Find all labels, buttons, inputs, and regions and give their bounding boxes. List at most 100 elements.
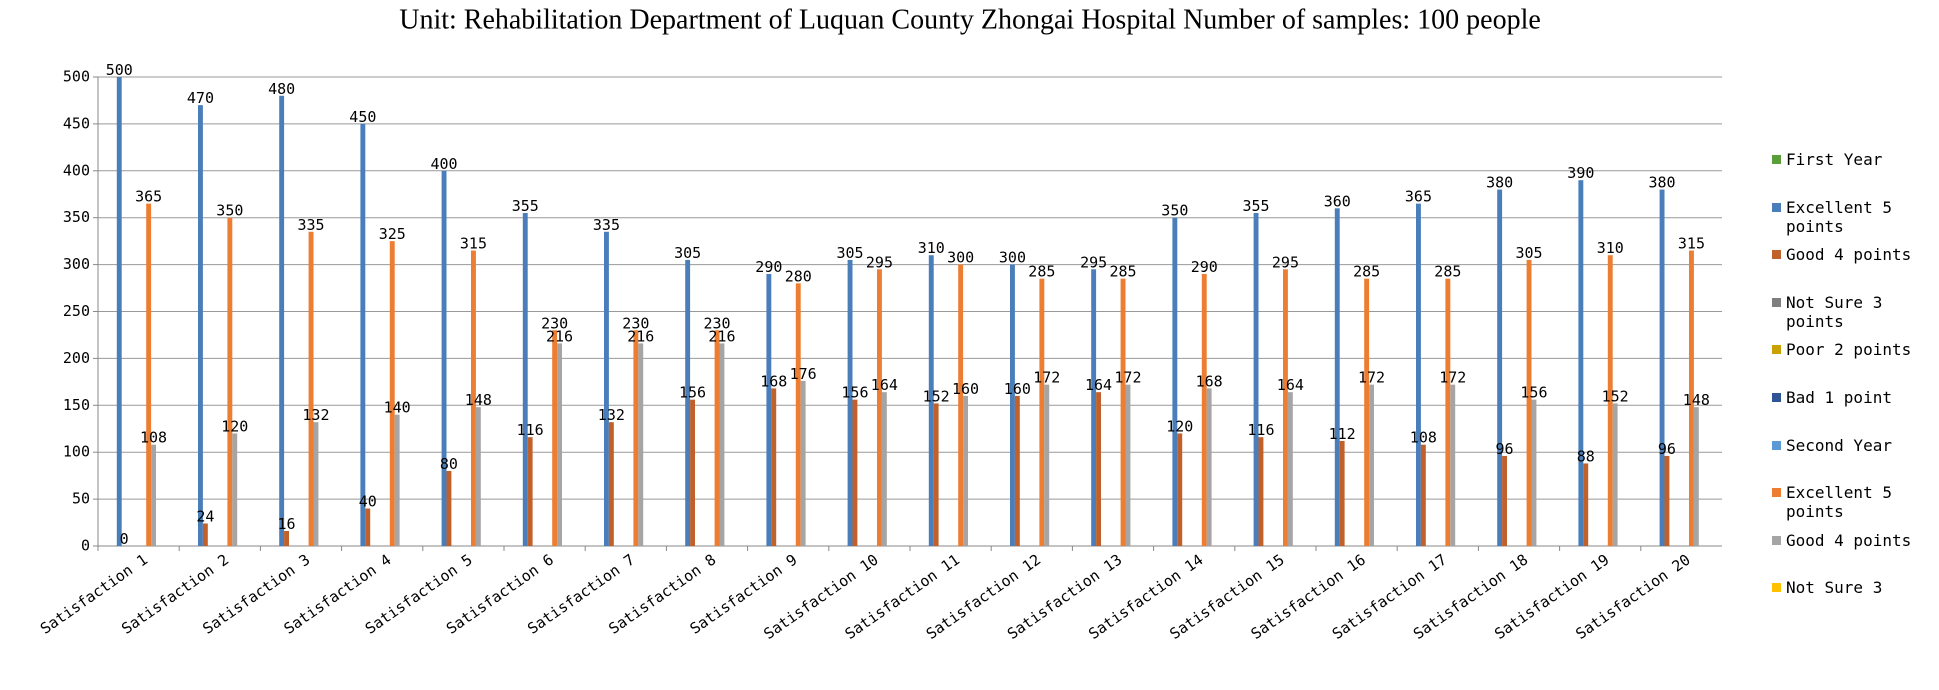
bar [714, 330, 720, 546]
data-label: 310 [918, 239, 945, 257]
bar [928, 255, 934, 546]
bar [1258, 437, 1264, 546]
legend-item: Bad 1 point [1772, 388, 1937, 407]
legend-label: First Year [1786, 150, 1883, 169]
bar [1445, 278, 1451, 546]
data-label: 305 [1516, 244, 1543, 262]
legend-item: Not Sure 3 [1772, 578, 1937, 597]
data-label: 335 [298, 216, 325, 234]
data-label: 116 [517, 421, 544, 439]
data-label: 290 [1191, 258, 1218, 276]
data-label: 290 [755, 258, 782, 276]
bar [394, 414, 400, 546]
bar [475, 407, 481, 546]
y-tick-label: 400 [63, 161, 90, 179]
data-label: 380 [1486, 174, 1513, 192]
legend-label: Good 4 points [1786, 245, 1912, 265]
bar [1014, 395, 1020, 546]
bar [771, 388, 777, 546]
data-label: 300 [999, 249, 1026, 267]
bar [527, 437, 533, 546]
data-label: 360 [1324, 192, 1351, 210]
y-tick-label: 150 [63, 396, 90, 414]
data-label: 355 [512, 197, 539, 215]
bar [557, 343, 562, 546]
y-tick-label: 200 [63, 349, 90, 367]
data-label: 470 [187, 89, 214, 107]
data-label: 132 [598, 406, 625, 424]
data-label: 80 [440, 455, 458, 473]
data-label: 108 [1410, 429, 1437, 447]
bar [608, 422, 614, 546]
y-tick-label: 450 [63, 114, 90, 132]
data-label: 152 [923, 387, 950, 405]
legend-swatch [1772, 535, 1781, 545]
data-label: 96 [1658, 440, 1676, 458]
legend-swatch [1772, 202, 1781, 212]
bar [963, 395, 968, 546]
bar [1044, 384, 1050, 546]
legend-item: Good 4 points [1772, 531, 1937, 550]
bar [1253, 213, 1259, 546]
data-label: 132 [302, 406, 329, 424]
data-label: 500 [106, 61, 133, 79]
y-tick-label: 500 [63, 68, 90, 86]
data-label: 285 [1028, 263, 1055, 281]
bar [284, 530, 289, 546]
bar [933, 403, 939, 546]
data-label: 216 [708, 327, 735, 345]
data-label: 164 [871, 376, 898, 394]
data-label: 168 [760, 372, 787, 390]
data-label: 172 [1358, 369, 1385, 387]
data-label: 148 [1683, 391, 1710, 409]
data-label: 172 [1439, 369, 1466, 387]
data-label: 350 [1161, 202, 1188, 220]
legend-item: First Year [1772, 150, 1937, 169]
data-label: 305 [837, 244, 864, 262]
data-label: 355 [1243, 197, 1270, 215]
bar [1693, 407, 1699, 546]
data-label: 295 [1080, 253, 1107, 271]
bar [151, 444, 156, 546]
legend-item: Poor 2 points [1772, 340, 1937, 359]
bar [1172, 217, 1178, 546]
bar [1010, 264, 1015, 546]
data-label: 172 [1033, 369, 1060, 387]
bar [522, 213, 528, 546]
bar [800, 380, 806, 546]
chart-title: Unit: Rehabilitation Department of Luqua… [399, 4, 1541, 35]
bar [638, 343, 644, 546]
data-label: 335 [593, 216, 620, 234]
bar [1287, 392, 1293, 546]
data-label: 156 [841, 384, 868, 402]
legend-label: Excellent 5 points [1786, 483, 1892, 522]
bar [227, 217, 233, 546]
bar [1607, 255, 1613, 546]
bar [1420, 444, 1426, 546]
bar [1416, 203, 1421, 546]
bar [1450, 384, 1456, 546]
bar [1689, 250, 1694, 546]
bar [1664, 455, 1670, 546]
data-label: 164 [1085, 376, 1112, 394]
data-label: 216 [627, 327, 654, 345]
data-label: 350 [216, 202, 243, 220]
legend-item: Second Year [1772, 436, 1937, 455]
data-label: 164 [1277, 376, 1304, 394]
legend-label: Good 4 points [1786, 530, 1912, 550]
bar [1334, 208, 1340, 546]
bar [1364, 278, 1370, 546]
legend-item: Excellent 5 points [1772, 483, 1937, 521]
bar [202, 523, 208, 546]
bar [365, 508, 371, 546]
legend-swatch [1772, 488, 1781, 498]
legend-swatch [1772, 440, 1781, 450]
data-label: 285 [1353, 263, 1380, 281]
y-tick-label: 0 [81, 537, 90, 555]
data-label: 120 [1166, 417, 1193, 435]
bar [441, 170, 447, 547]
bar [1497, 189, 1503, 546]
legend-label: Second Year [1786, 435, 1892, 455]
data-label: 108 [140, 429, 167, 447]
